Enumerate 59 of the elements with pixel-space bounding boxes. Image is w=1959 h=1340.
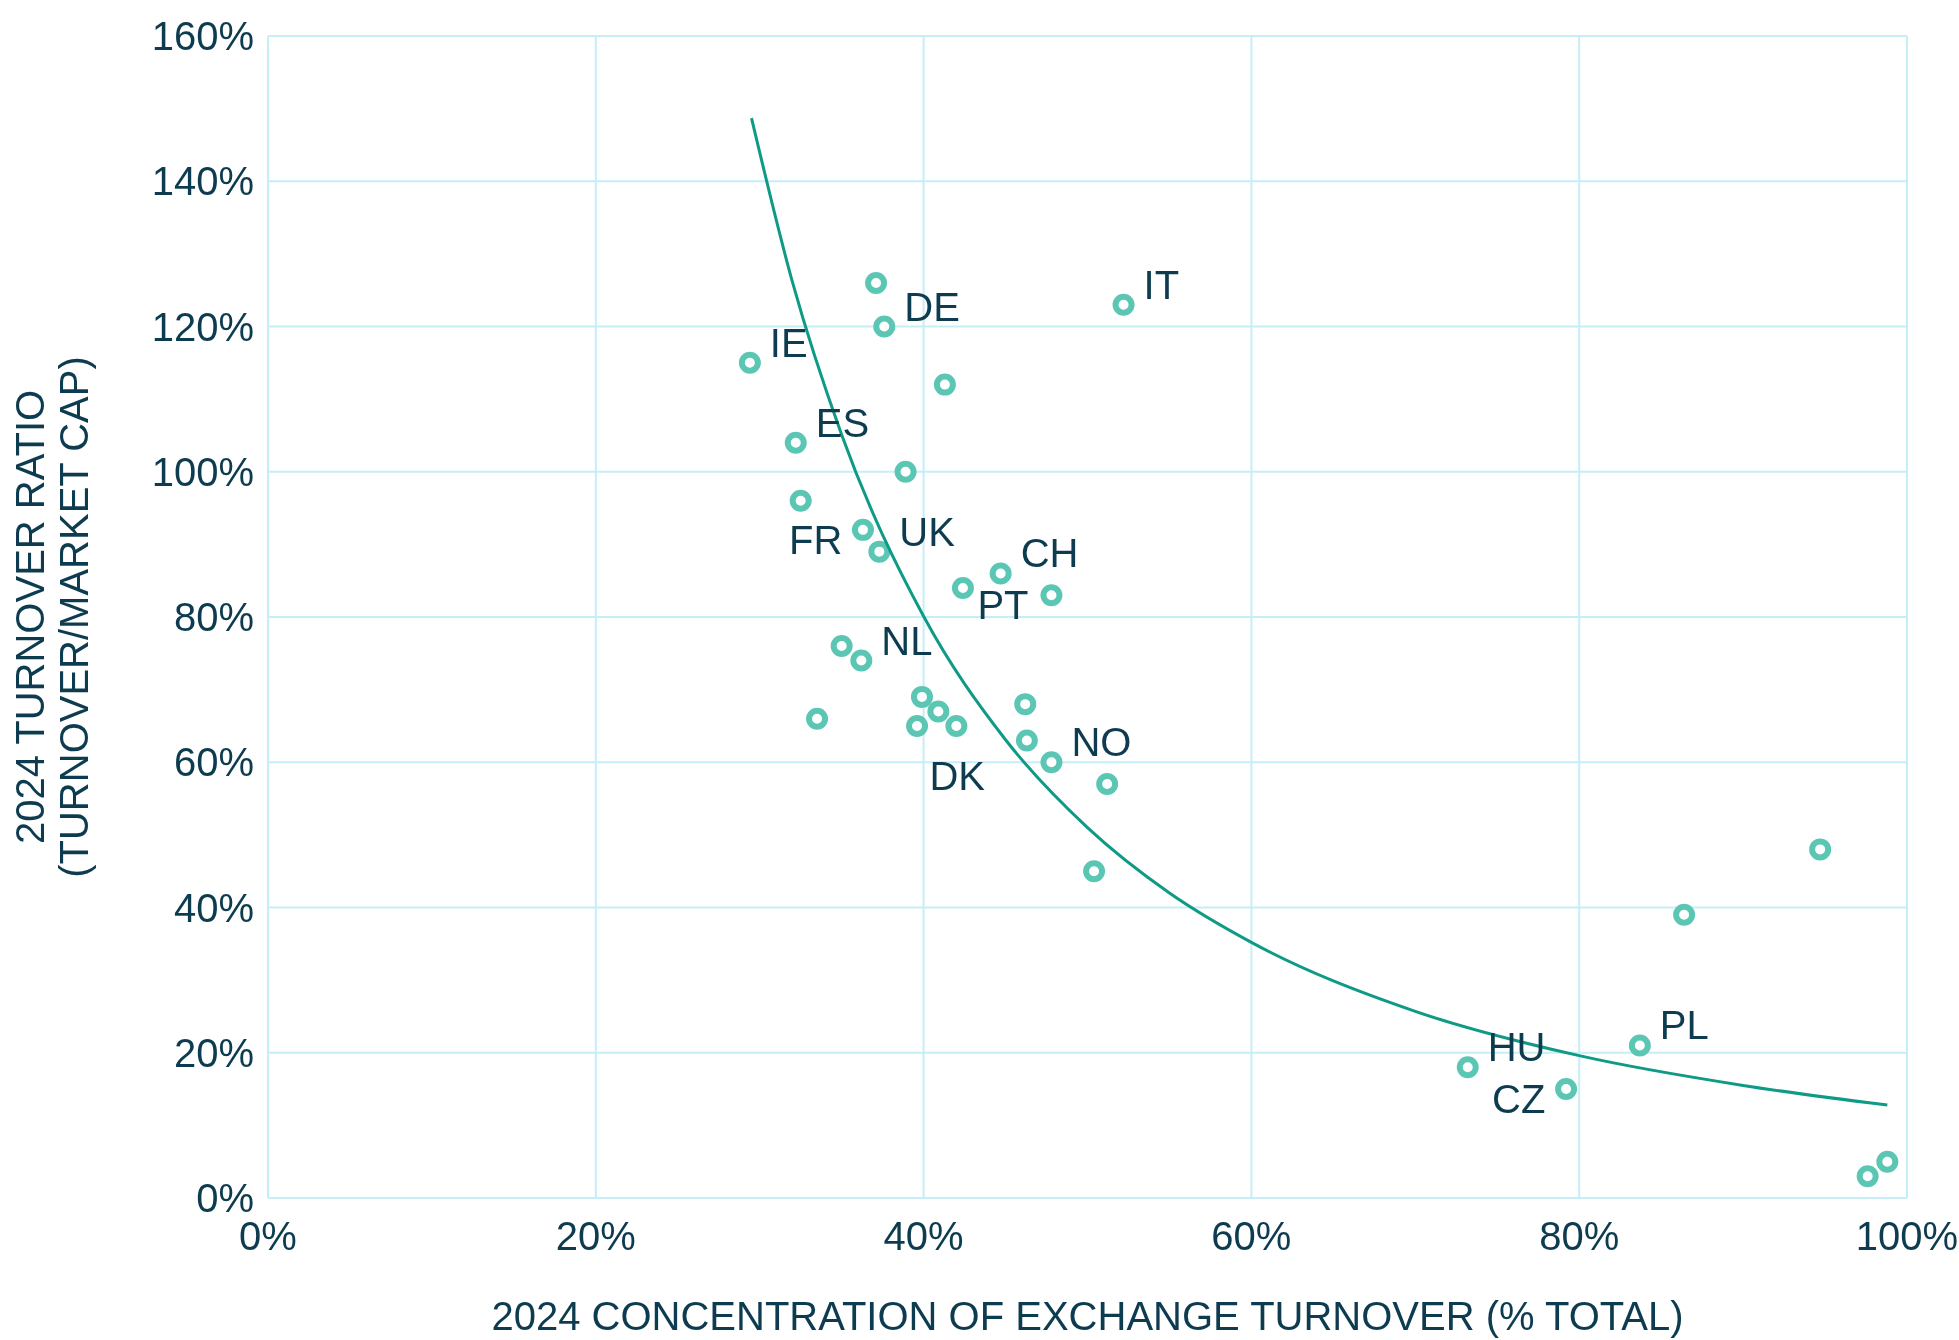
annotation: IT xyxy=(1143,262,1180,307)
point xyxy=(927,700,950,723)
point xyxy=(806,707,829,730)
point xyxy=(865,271,888,294)
point xyxy=(1456,1056,1479,1079)
y-tick-label: 160% xyxy=(151,14,254,58)
point xyxy=(873,315,896,338)
point xyxy=(989,562,1012,585)
y-tick-label: 140% xyxy=(151,159,254,204)
annotation: CZ xyxy=(1492,1077,1546,1122)
y-tick-label: 20% xyxy=(173,1030,254,1075)
point xyxy=(1096,773,1119,796)
annotation: NO xyxy=(1071,720,1132,765)
point xyxy=(1015,729,1038,752)
point xyxy=(1112,293,1135,316)
point xyxy=(784,431,807,454)
point xyxy=(830,635,853,658)
y-tick-label: 120% xyxy=(151,304,254,349)
annotation: FR xyxy=(788,517,843,562)
point xyxy=(933,373,956,396)
annotation: UK xyxy=(899,509,956,554)
point xyxy=(868,540,891,563)
annotation: PT xyxy=(977,583,1029,628)
y-tick-label: 60% xyxy=(173,740,254,785)
x-tick-label: 60% xyxy=(1211,1214,1292,1258)
point xyxy=(951,576,974,599)
annotation: DE xyxy=(904,284,960,329)
point xyxy=(1040,751,1063,774)
x-tick-label: 40% xyxy=(883,1214,964,1258)
point xyxy=(738,351,761,374)
point xyxy=(906,714,929,737)
point xyxy=(910,685,933,708)
point xyxy=(1628,1034,1651,1057)
x-tick-label: 20% xyxy=(555,1214,636,1258)
point xyxy=(1083,860,1106,883)
point xyxy=(1673,903,1696,926)
point xyxy=(850,649,873,672)
x-tick-label: 100% xyxy=(1855,1214,1959,1258)
point xyxy=(851,518,874,541)
y-axis-title: 2024 TURNOVER RATIO (TURNOVER/MARKET CAP) xyxy=(8,356,96,878)
x-tick-label: 80% xyxy=(1539,1214,1620,1258)
annotation: CH xyxy=(1020,531,1079,576)
point xyxy=(1014,693,1037,716)
y-tick-label: 80% xyxy=(173,595,254,639)
x-axis-title: 2024 CONCENTRATION OF EXCHANGE TURNOVER (% TOTAL) xyxy=(491,1294,1684,1338)
point xyxy=(945,714,968,737)
point xyxy=(1809,838,1832,861)
annotation: NL xyxy=(881,618,933,663)
point xyxy=(1856,1165,1879,1188)
point xyxy=(1555,1078,1578,1101)
annotation: DK xyxy=(929,753,986,798)
point xyxy=(1040,584,1063,607)
annotation: IE xyxy=(769,320,808,365)
point xyxy=(789,489,812,512)
y-tick-label: 100% xyxy=(151,449,254,494)
point xyxy=(894,460,917,483)
annotation: PL xyxy=(1659,1003,1709,1048)
y-tick-label: 40% xyxy=(173,885,254,930)
point xyxy=(1876,1150,1899,1173)
